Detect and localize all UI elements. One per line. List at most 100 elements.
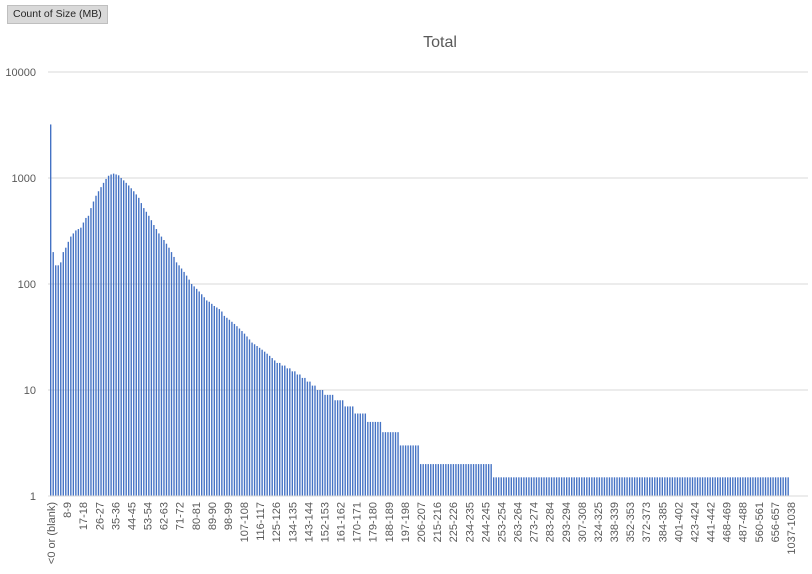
bar	[752, 477, 754, 496]
bar	[402, 445, 404, 496]
bar	[133, 191, 135, 497]
bar	[236, 326, 238, 496]
bar	[52, 252, 54, 496]
x-tick-label: 338-339	[609, 502, 621, 542]
bar	[311, 385, 314, 496]
bar	[87, 215, 90, 497]
bar	[329, 394, 331, 496]
bar	[440, 464, 442, 496]
bar	[699, 477, 701, 496]
bar	[774, 477, 777, 496]
x-tick-label: 423-424	[690, 502, 702, 542]
bar	[430, 464, 432, 496]
bar	[352, 406, 354, 496]
bar	[183, 271, 185, 496]
bar	[57, 265, 59, 496]
bar	[100, 187, 102, 496]
bar	[427, 464, 429, 496]
bar	[515, 477, 518, 496]
x-tick-label: 116-117	[255, 502, 267, 541]
bar	[374, 421, 377, 496]
bar	[462, 464, 465, 496]
bar	[201, 294, 203, 496]
x-tick-label: 352-353	[625, 502, 637, 542]
bar	[701, 477, 704, 496]
bar	[525, 477, 528, 496]
bar	[573, 477, 575, 496]
bar	[613, 477, 616, 496]
bar	[749, 477, 752, 496]
bar	[319, 390, 321, 496]
bar	[50, 124, 52, 496]
bar	[727, 477, 729, 496]
bar	[581, 477, 583, 496]
bar	[757, 477, 759, 496]
bar	[392, 432, 394, 496]
bar	[586, 477, 588, 496]
x-tick-label: 215-216	[432, 502, 444, 542]
x-tick-label: 283-284	[545, 502, 557, 542]
x-tick-label: 307-308	[577, 502, 589, 542]
bar	[722, 477, 724, 496]
bar	[107, 175, 110, 496]
bar	[480, 464, 482, 496]
bar	[306, 381, 309, 496]
bar	[95, 195, 97, 496]
x-tick-label: 206-207	[416, 502, 428, 542]
bar	[138, 197, 140, 496]
bar	[732, 477, 734, 496]
bar	[719, 477, 721, 496]
bar	[158, 233, 160, 496]
bar	[97, 191, 100, 497]
bar	[445, 464, 447, 496]
x-tick-label: 89-90	[207, 502, 219, 530]
bar	[450, 464, 452, 496]
x-tick-label: 244-245	[480, 502, 492, 542]
bar	[437, 464, 439, 496]
bar	[654, 477, 656, 496]
bar	[82, 222, 85, 497]
x-tick-label: 441-442	[706, 502, 718, 542]
x-tick-label: 44-45	[126, 502, 138, 530]
bar	[213, 306, 215, 496]
chart-title: Total	[423, 34, 457, 51]
bar	[457, 464, 460, 496]
bar	[221, 311, 223, 496]
bar	[432, 464, 434, 496]
bar	[420, 464, 422, 496]
bar	[762, 477, 764, 496]
bar	[414, 445, 417, 496]
bar	[576, 477, 578, 496]
x-tick-label: 263-264	[513, 502, 525, 542]
bar	[470, 464, 472, 496]
x-tick-label: 273-274	[529, 502, 541, 542]
bar	[681, 477, 684, 496]
bar	[787, 477, 789, 496]
bar	[656, 477, 658, 496]
bar	[231, 321, 233, 496]
bar	[198, 291, 200, 496]
bar	[616, 477, 618, 496]
bar	[233, 323, 236, 496]
bar	[754, 477, 757, 496]
bar	[148, 215, 150, 497]
bar	[331, 394, 334, 496]
bar	[289, 368, 291, 496]
bar	[188, 279, 190, 496]
bar	[636, 477, 638, 496]
bar	[737, 477, 739, 496]
x-tick-label: 253-254	[496, 502, 508, 542]
bar	[717, 477, 719, 496]
bar	[359, 413, 361, 496]
bar	[477, 464, 480, 496]
y-tick-label: 1	[30, 491, 36, 503]
bar	[286, 368, 288, 496]
bar	[671, 477, 674, 496]
bar	[344, 406, 346, 496]
bar	[55, 265, 57, 496]
count-of-size-field-button[interactable]: Count of Size (MB)	[7, 5, 108, 24]
bar	[195, 288, 198, 496]
bar	[299, 374, 301, 496]
bar	[487, 464, 490, 496]
